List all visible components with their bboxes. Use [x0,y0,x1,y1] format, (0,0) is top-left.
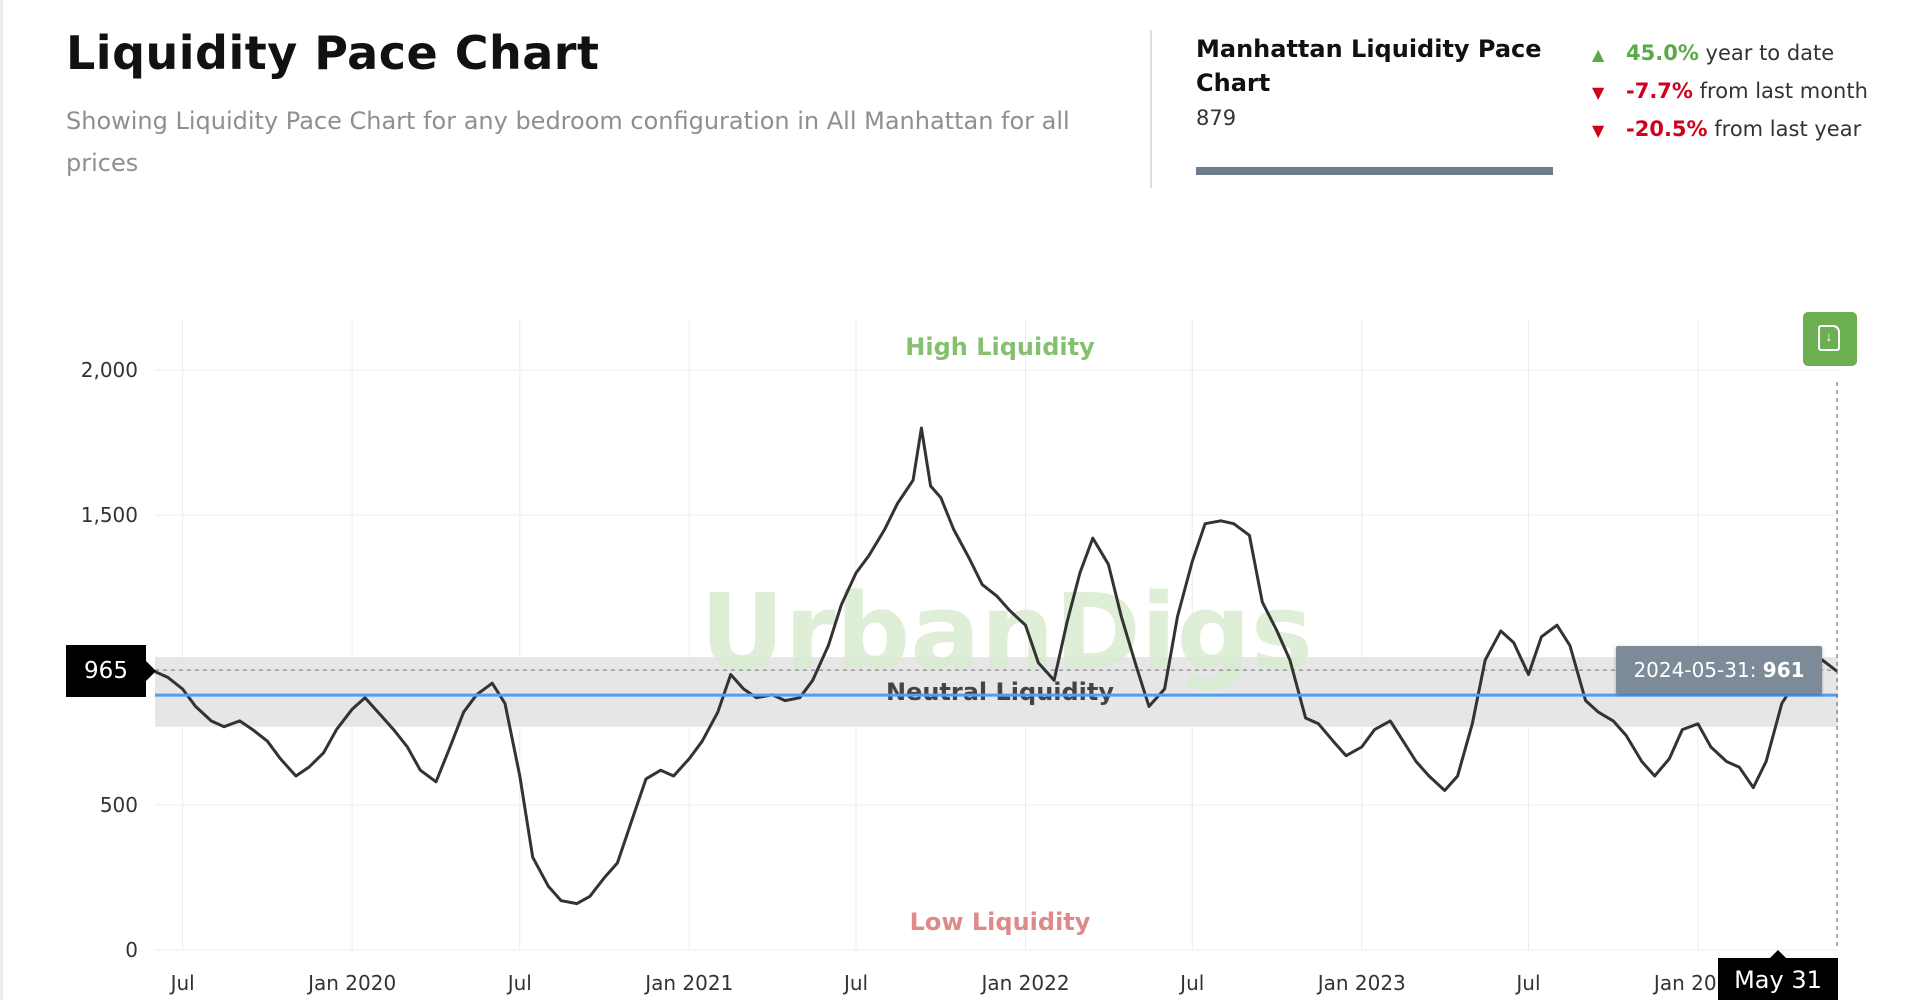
triangle-down-icon: ▼ [1592,121,1605,140]
change-list: ▲ 45.0% year to date ▼ -7.7% from last mon… [1592,38,1868,152]
change-value: 45.0% [1626,41,1699,65]
crosshair-date-label: May 31 [1718,950,1838,1000]
x-tick-label: Jan 2021 [643,971,733,995]
triangle-down-icon: ▼ [1592,83,1605,102]
change-label: from last month [1699,79,1868,103]
x-tick-label: Jul [1178,971,1204,995]
stat-value: 879 [1196,106,1237,130]
page-title: Liquidity Pace Chart [66,26,600,80]
header-divider [1150,30,1152,188]
x-tick-label: Jul [842,971,868,995]
tooltip-date: 2024-05-31 [1633,658,1750,682]
left-border [0,0,3,1000]
y-tick-label: 500 [100,793,138,817]
x-tick-label: Jul [1514,971,1540,995]
x-tick-label: Jan 2023 [1316,971,1406,995]
change-month: ▼ -7.7% from last month [1592,76,1868,114]
triangle-up-icon: ▲ [1592,45,1605,64]
x-tick-label: Jan 2020 [306,971,396,995]
stat-title: Manhattan Liquidity Pace Chart [1196,35,1542,97]
change-value: -20.5% [1626,117,1708,141]
change-ytd: ▲ 45.0% year to date [1592,38,1868,76]
watermark: UrbanDigs [700,571,1313,693]
y-tick-label: 2,000 [81,358,138,382]
x-tick-label: Jan 2022 [979,971,1069,995]
page-subtitle: Showing Liquidity Pace Chart for any bed… [66,107,1070,177]
chart-tooltip: 2024-05-31: 961 [1616,646,1822,694]
current-value-label: 965 [66,645,156,697]
change-label: from last year [1714,117,1862,141]
change-year: ▼ -20.5% from last year [1592,114,1868,152]
change-value: -7.7% [1626,79,1693,103]
high-liquidity-label: High Liquidity [905,333,1095,361]
tooltip-value: 961 [1762,658,1805,682]
series-line [154,426,1839,906]
x-tick-label: Jul [169,971,195,995]
change-label: year to date [1705,41,1835,65]
neutral-liquidity-label: Neutral Liquidity [886,678,1114,706]
stat-bar [1196,167,1553,175]
neutral-band [155,657,1838,727]
file-download-icon: ↓ [1818,325,1840,351]
download-button[interactable]: ↓ [1803,312,1857,366]
low-liquidity-label: Low Liquidity [910,908,1091,936]
y-tick-label: 0 [125,938,138,962]
x-tick-label: Jul [506,971,532,995]
y-tick-label: 1,500 [81,503,138,527]
